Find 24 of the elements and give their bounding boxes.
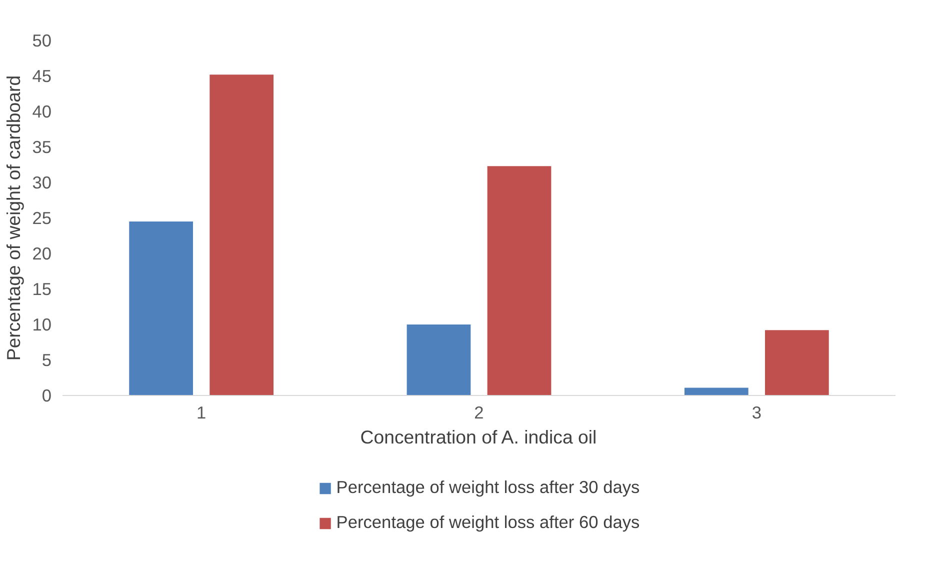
y-tick-label: 10	[32, 314, 52, 334]
y-tick-label: 5	[42, 350, 52, 370]
y-tick-label: 40	[32, 102, 52, 122]
bar	[406, 324, 471, 396]
x-tick-label: 2	[474, 402, 484, 422]
y-tick-label: 15	[32, 279, 52, 299]
bar	[210, 74, 274, 396]
y-tick-label: 20	[32, 244, 52, 264]
x-axis-title: Concentration of A. indica oil	[360, 426, 597, 448]
y-tick-label: 45	[32, 66, 52, 86]
bar	[684, 388, 748, 396]
x-tick-label: 1	[196, 402, 206, 422]
legend-label: Percentage of weight loss after 60 days	[336, 512, 640, 533]
y-tick-label: 25	[32, 208, 52, 228]
bar	[487, 166, 552, 396]
y-tick-label: 0	[42, 386, 52, 406]
bar	[764, 330, 829, 396]
y-tick-label: 35	[32, 137, 52, 157]
y-axis-title: Percentage of weight of cardboard	[3, 75, 24, 361]
bar	[129, 222, 194, 396]
x-tick-label: 3	[752, 402, 762, 422]
y-tick-label: 50	[32, 30, 52, 50]
legend-label: Percentage of weight loss after 30 days	[336, 477, 640, 498]
y-tick-label: 30	[32, 172, 52, 192]
